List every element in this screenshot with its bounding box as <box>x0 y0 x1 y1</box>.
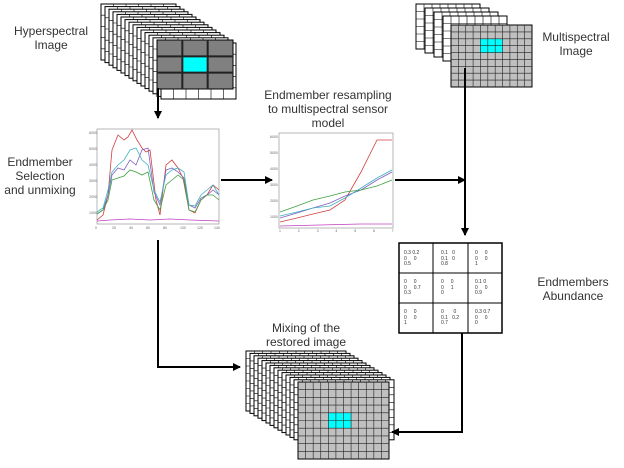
plot2-x-tick: 4 <box>335 229 337 233</box>
hyperspectral-image-stack <box>100 3 237 100</box>
plot1-ticks: 6000 5000 4000 3000 2000 1000 0 20 40 60 80 100 120 1… <box>89 131 220 230</box>
resampled-magenta <box>279 223 392 227</box>
arrow-abundance-to-mixing <box>391 333 463 436</box>
resampled-green <box>279 179 393 213</box>
plot1-x-tick: 140 <box>214 226 220 230</box>
resampled-red <box>279 139 392 223</box>
stack-front-layer <box>297 381 390 460</box>
stack-front-layer <box>450 24 533 88</box>
highlight-pixel <box>182 56 208 73</box>
plot2-x-tick: 5 <box>354 229 356 233</box>
plot2-x-tick: 1 <box>279 229 281 233</box>
plot2-y-tick: 6000 <box>270 135 278 139</box>
spectrum-magenta <box>96 218 220 222</box>
plot1-y-tick: 6000 <box>89 131 97 135</box>
spectrum-cyan <box>96 147 220 213</box>
hyperspectral-label: Hyperspectral Image <box>13 24 89 52</box>
plot1-x-tick: 60 <box>146 226 150 230</box>
restored-image-stack <box>245 350 395 460</box>
resampled-purple <box>279 171 393 219</box>
plot2-x-tick: 3 <box>317 229 319 233</box>
stack-front-layer <box>156 39 234 90</box>
abundance-cell: 0 0 0 0.7 0.3 <box>404 279 421 297</box>
selection-label: Endmember Selection and unmixing <box>4 155 76 197</box>
resampled-cyan <box>279 169 393 217</box>
plot2-y-tick: 1000 <box>270 215 278 219</box>
plot1-x-tick: 20 <box>112 226 116 230</box>
plot1-x-tick: 80 <box>163 226 167 230</box>
abundance-cell: 0 0 0 0 1 <box>404 309 417 327</box>
plot2-x-tick: 2 <box>298 229 300 233</box>
abundance-cell: 0.3 0.7 0 0 0 <box>475 309 491 327</box>
plot1-x-tick: 40 <box>129 226 133 230</box>
multispectral-image-stack <box>415 3 533 88</box>
plot1-y-tick: 1000 <box>89 211 97 215</box>
plot2-x-tick: 6 <box>373 229 375 233</box>
plot1-y-tick: 5000 <box>89 147 97 151</box>
mixing-label: Mixing of the restored image <box>265 321 347 349</box>
resampled-spectra-plot: 6000 5000 4000 3000 2000 1000 1 2 3 4 5 6 7 <box>270 132 394 233</box>
resampling-label: Endmember resampling to multispectral se… <box>264 88 392 130</box>
abundance-cell: 0 0 0.1 0.2 0.7 <box>441 309 460 327</box>
spectrum-purple <box>96 147 220 215</box>
plot2-y-tick: 3000 <box>270 183 278 187</box>
plot2-y-tick: 4000 <box>270 167 278 171</box>
plot1-y-tick: 4000 <box>89 163 97 167</box>
multispectral-label: Multispectral Image <box>542 30 610 58</box>
abundance-cell: 0.1 0 0.1 0 0.8 <box>441 250 455 268</box>
plot1-y-tick: 3000 <box>89 179 97 183</box>
plot2-y-tick: 2000 <box>270 199 278 203</box>
abundance-table <box>398 242 503 334</box>
flow-arrows <box>154 68 469 436</box>
abundance-label: Endmembers Abundance <box>537 275 609 303</box>
plot1-x-tick: 120 <box>197 226 203 230</box>
plot1-x-tick: 0 <box>95 226 97 230</box>
plot2-ticks: 6000 5000 4000 3000 2000 1000 1 2 3 4 5 6 7 <box>270 135 394 233</box>
plot1-y-tick: 2000 <box>89 195 97 199</box>
plot2-x-tick: 7 <box>392 229 394 233</box>
plot2-y-tick: 5000 <box>270 151 278 155</box>
spectrum-green <box>96 169 220 215</box>
abundance-cell: 0 0 0 1 0 <box>441 279 454 297</box>
abundance-cell: 0.1 0 0 0 0.9 <box>475 279 488 297</box>
abundance-cell: 0 0 0 0 1 <box>475 250 488 268</box>
arrow-selection-to-mixing <box>157 240 241 371</box>
abundance-cell: 0.3 0.2 0 0 0.5 <box>404 250 420 268</box>
plot1-x-tick: 100 <box>180 226 186 230</box>
endmember-spectra-plot: 6000 5000 4000 3000 2000 1000 0 20 40 60 80 100 120 1… <box>89 128 220 230</box>
